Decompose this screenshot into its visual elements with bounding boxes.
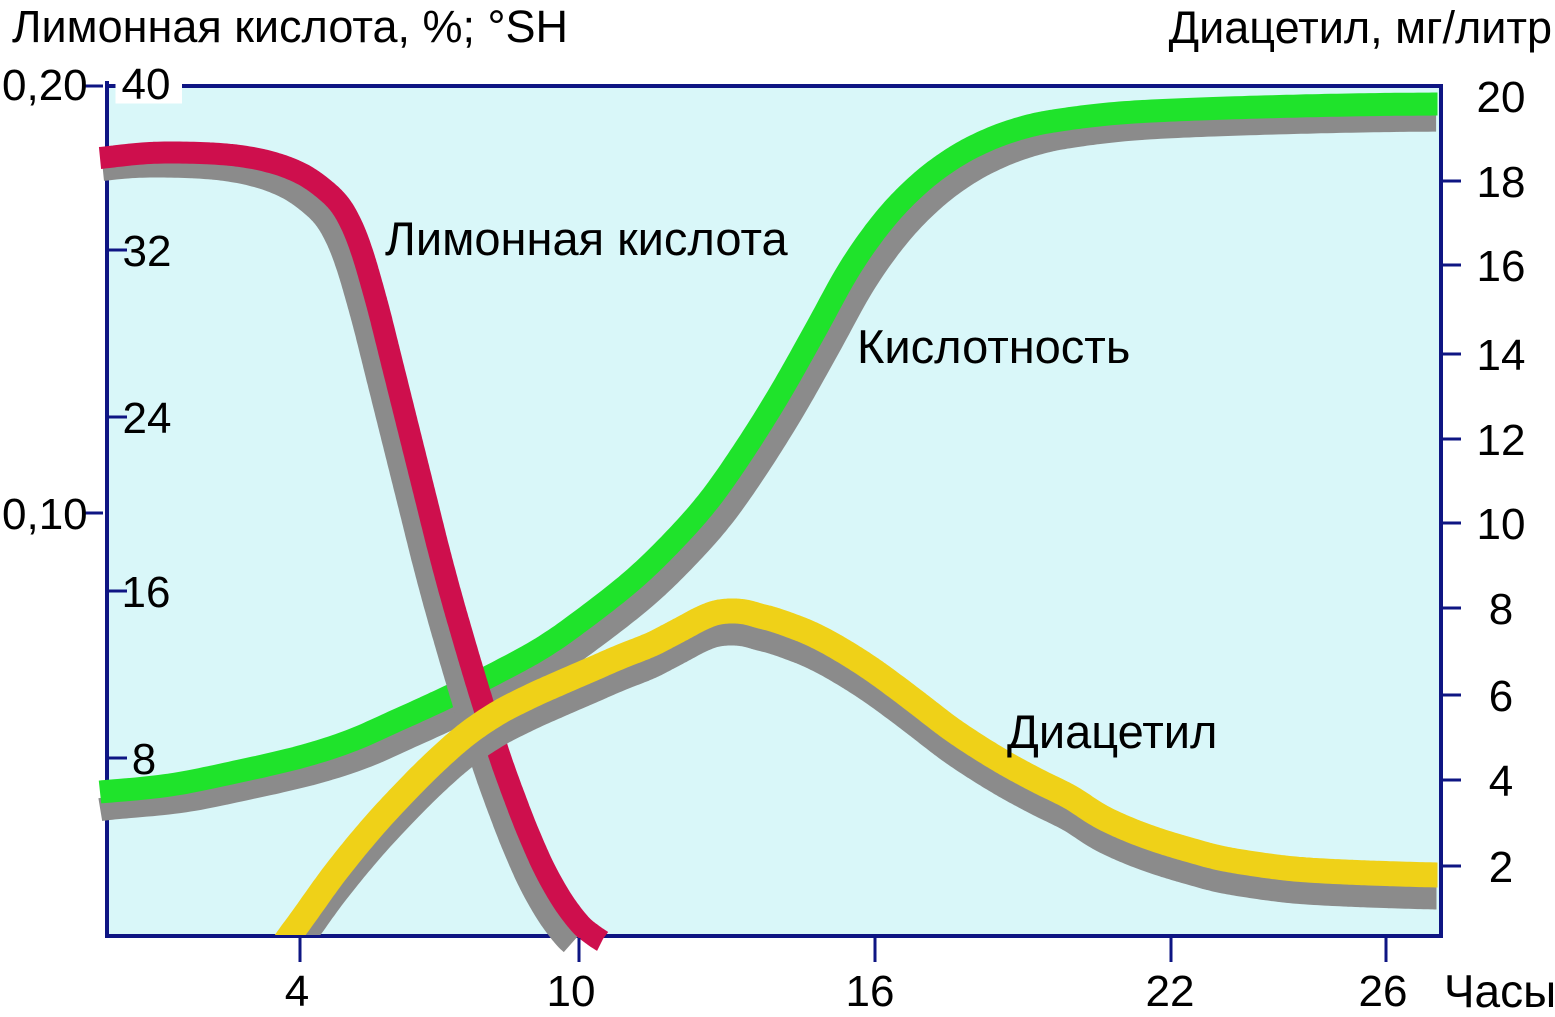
svg-text:10: 10: [547, 967, 596, 1016]
svg-text:0,10: 0,10: [2, 490, 88, 539]
svg-text:6: 6: [1489, 672, 1513, 721]
svg-text:2: 2: [1489, 843, 1513, 892]
svg-text:14: 14: [1477, 331, 1526, 380]
svg-text:Часы: Часы: [1444, 965, 1555, 1017]
svg-text:24: 24: [123, 394, 172, 443]
svg-text:4: 4: [1489, 757, 1513, 806]
svg-text:8: 8: [132, 735, 156, 784]
svg-text:16: 16: [1477, 242, 1526, 291]
svg-text:20: 20: [1477, 73, 1526, 122]
svg-text:26: 26: [1359, 967, 1408, 1016]
svg-text:18: 18: [1477, 158, 1526, 207]
svg-text:Лимонная кислота, %; °SH: Лимонная кислота, %; °SH: [12, 1, 568, 52]
svg-text:8: 8: [1489, 585, 1513, 634]
svg-text:Лимонная кислота: Лимонная кислота: [385, 212, 788, 265]
svg-text:Кислотность: Кислотность: [857, 320, 1130, 373]
svg-text:10: 10: [1477, 500, 1526, 549]
svg-text:16: 16: [846, 967, 895, 1016]
svg-text:32: 32: [123, 227, 172, 276]
svg-text:16: 16: [122, 568, 171, 617]
svg-text:Диацетил: Диацетил: [1007, 705, 1217, 758]
svg-text:40: 40: [122, 60, 171, 109]
svg-text:22: 22: [1146, 967, 1195, 1016]
svg-text:12: 12: [1477, 416, 1526, 465]
svg-text:4: 4: [285, 967, 309, 1016]
svg-text:Диацетил, мг/литр: Диацетил, мг/литр: [1169, 2, 1552, 53]
svg-text:0,20: 0,20: [2, 61, 88, 110]
